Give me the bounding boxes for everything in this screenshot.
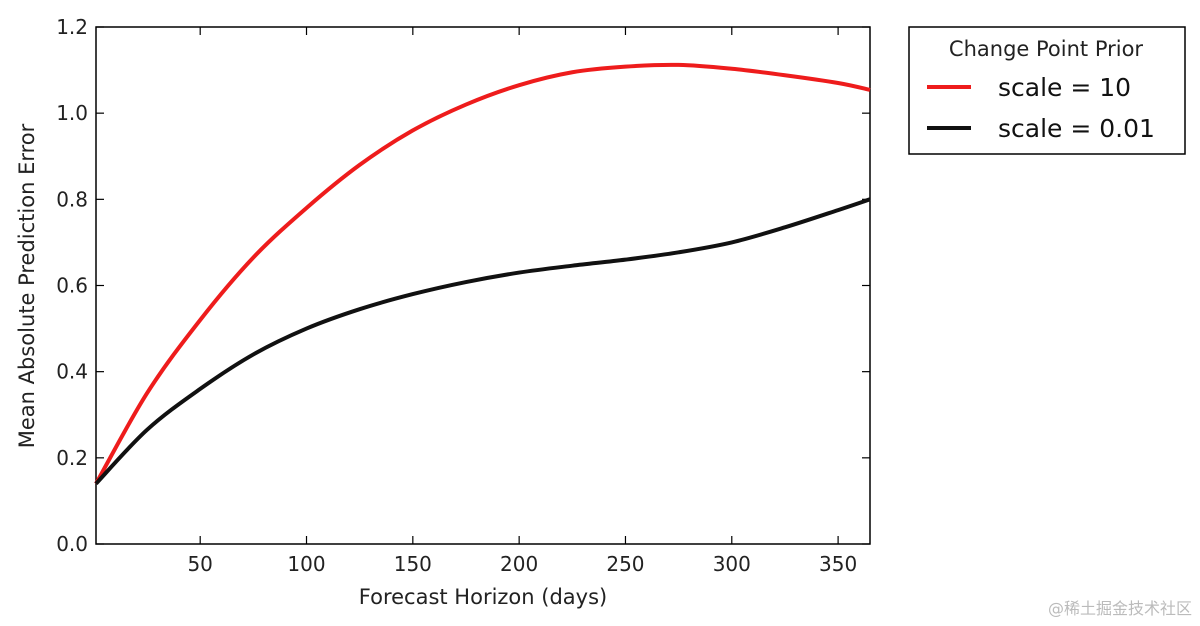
x-axis-title: Forecast Horizon (days) xyxy=(359,585,607,609)
x-tick-label: 100 xyxy=(287,552,325,576)
x-tick-label: 50 xyxy=(187,552,212,576)
y-tick-label: 0.8 xyxy=(56,187,88,211)
legend: Change Point Prior scale = 10 scale = 0.… xyxy=(908,26,1186,155)
y-tick-label: 0.6 xyxy=(56,274,88,298)
x-tick-label: 150 xyxy=(394,552,432,576)
series-line-scale-0.01 xyxy=(94,197,871,486)
watermark: @稀土掘金技术社区 xyxy=(1048,599,1192,618)
y-tick-label: 0.0 xyxy=(56,532,88,556)
x-tick-label: 300 xyxy=(713,552,751,576)
x-tick-label: 350 xyxy=(819,552,857,576)
x-tick-label: 200 xyxy=(500,552,538,576)
axis-ticks: 50 100 150 200 250 300 350 0.0 0.2 0.4 0.6 0.8 1.0 1.… xyxy=(56,15,870,576)
y-axis-title: Mean Absolute Prediction Error xyxy=(15,123,39,448)
legend-title: Change Point Prior xyxy=(949,37,1144,61)
y-tick-label: 0.4 xyxy=(56,360,88,384)
plot-area-frame xyxy=(95,26,871,545)
series-lines xyxy=(94,62,871,486)
y-tick-label: 1.0 xyxy=(56,101,88,125)
legend-label-scale-0.01: scale = 0.01 xyxy=(998,114,1155,143)
y-tick-label: 1.2 xyxy=(56,15,88,39)
legend-box xyxy=(908,26,1186,155)
y-tick-label: 0.2 xyxy=(56,446,88,470)
legend-label-scale-10: scale = 10 xyxy=(998,73,1131,102)
x-tick-label: 250 xyxy=(606,552,644,576)
series-line-scale-10 xyxy=(94,62,871,485)
